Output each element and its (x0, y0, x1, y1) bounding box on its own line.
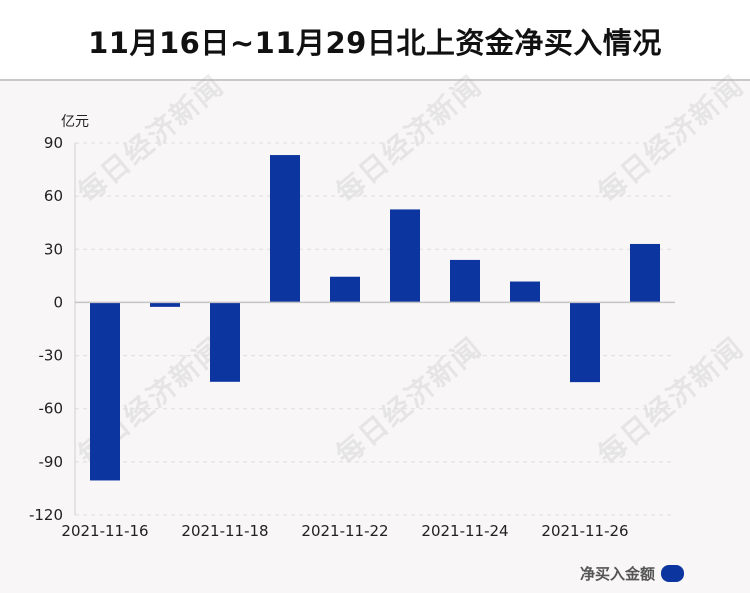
bar (210, 302, 240, 382)
x-tick-label: 2021-11-16 (61, 522, 148, 540)
x-tick-label: 2021-11-22 (301, 522, 388, 540)
legend-label: 净买入金额 (579, 565, 655, 583)
bar-series (90, 155, 660, 481)
bar (570, 302, 600, 383)
bar (450, 259, 480, 303)
y-tick-label: -90 (39, 453, 64, 471)
y-tick-label: 60 (44, 187, 63, 205)
bar (390, 209, 420, 303)
chart-title: 11月16日~11月29日北上资金净买入情况 (88, 26, 662, 60)
legend-swatch (661, 565, 684, 582)
y-tick-label: 30 (44, 240, 63, 258)
x-axis-ticks: 2021-11-16 2021-11-18 2021-11-22 2021-11-24… (61, 522, 628, 540)
grid-lines (75, 142, 675, 516)
y-tick-label: 90 (44, 134, 63, 152)
x-tick-label: 2021-11-26 (541, 522, 628, 540)
bar (270, 155, 300, 303)
header-bar: 11月16日~11月29日北上资金净买入情况 (0, 0, 750, 81)
y-tick-label: -120 (29, 506, 63, 524)
y-axis-ticks: 90 60 30 0 -30 -60 -90 -120 (29, 134, 63, 524)
bar (510, 281, 540, 303)
x-tick-label: 2021-11-18 (181, 522, 268, 540)
y-tick-label: 0 (53, 293, 63, 311)
y-tick-label: -60 (39, 400, 64, 418)
legend: 净买入金额 (580, 563, 684, 584)
bar (630, 243, 660, 303)
x-tick-label: 2021-11-24 (421, 522, 508, 540)
bar (330, 276, 360, 303)
y-axis-unit-label: 亿元 (61, 114, 89, 130)
bar (90, 302, 120, 481)
y-tick-label: -30 (39, 347, 64, 365)
bar (150, 302, 180, 307)
